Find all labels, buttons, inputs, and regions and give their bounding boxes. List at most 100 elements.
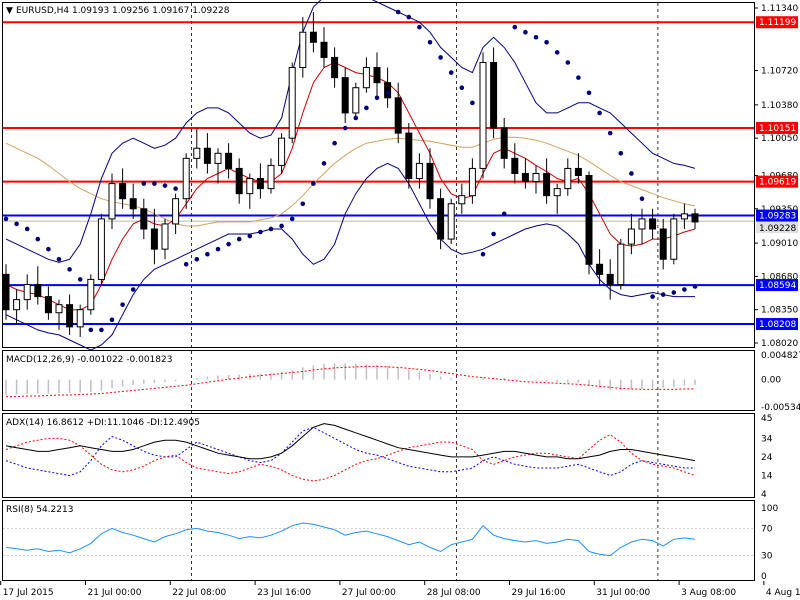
psar-dot xyxy=(56,256,62,262)
psar-dot xyxy=(205,251,210,257)
rsi-tick-label: 0 xyxy=(761,572,767,582)
level-label-box xyxy=(756,318,798,331)
candle-body-bull xyxy=(55,304,63,314)
price-panel[interactable] xyxy=(2,0,754,351)
candle-body-bear xyxy=(585,175,593,265)
candle-body-bull xyxy=(415,162,423,180)
candle xyxy=(76,304,84,337)
candle xyxy=(225,143,233,179)
candle-body-bull xyxy=(670,218,678,260)
psar-dot xyxy=(46,246,51,252)
psar-dot xyxy=(586,90,592,96)
adx-tick-label: 14 xyxy=(761,471,773,481)
candle xyxy=(172,193,180,235)
rsi-line xyxy=(5,522,696,557)
adx-tick-label: 45 xyxy=(761,414,772,424)
candle xyxy=(468,158,476,204)
candle xyxy=(606,259,614,300)
ma-slow-line xyxy=(5,136,696,227)
candle xyxy=(352,82,360,118)
candle xyxy=(299,17,307,78)
candle xyxy=(140,198,148,240)
candle-body-bull xyxy=(299,31,307,69)
candle-body-bull xyxy=(479,61,487,169)
psar-dot xyxy=(544,40,549,45)
candle xyxy=(278,133,286,174)
psar-dot xyxy=(130,287,136,292)
rsi-panel[interactable] xyxy=(3,522,754,557)
candle-body-bull xyxy=(13,299,21,311)
candle xyxy=(203,133,211,174)
candle-body-bull xyxy=(108,183,116,220)
psar-dot xyxy=(258,229,263,235)
psar-dot xyxy=(692,284,698,289)
psar-dot xyxy=(660,292,666,297)
candle-body-bear xyxy=(574,167,582,177)
time-tick-label: 22 Jul 08:00 xyxy=(172,588,226,598)
candle xyxy=(437,188,445,250)
time-tick-label: 23 Jul 16:00 xyxy=(257,588,311,598)
psar-dot xyxy=(279,223,284,229)
price-tick-label: 1.10380 xyxy=(761,101,798,111)
level-label: 1.10151 xyxy=(759,124,796,134)
psar-dot xyxy=(607,130,613,136)
candle-body-bear xyxy=(659,228,667,260)
rsi-label: RSI(8) 54.2213 xyxy=(6,505,73,515)
candle xyxy=(585,171,593,275)
candle-body-bear xyxy=(140,208,148,230)
candle-body-bear xyxy=(256,178,264,190)
psar-dot xyxy=(289,216,295,222)
candle xyxy=(193,128,201,169)
candle-body-bear xyxy=(309,31,317,43)
candle xyxy=(161,218,169,260)
psar-dot xyxy=(523,29,528,35)
candle-body-bull xyxy=(172,198,180,225)
adx-panel[interactable] xyxy=(5,423,696,482)
rsi-panel-frame xyxy=(2,500,755,581)
candle xyxy=(23,274,31,310)
psar-dot xyxy=(459,85,465,91)
candle xyxy=(447,198,455,245)
candle-body-bear xyxy=(426,162,434,200)
psar-dot xyxy=(374,95,380,101)
time-tick-label: 4 Aug 16:00 xyxy=(766,588,800,598)
candle xyxy=(511,143,519,184)
candle-body-bull xyxy=(617,243,625,285)
candle-body-bear xyxy=(203,147,211,164)
psar-dot xyxy=(364,105,369,111)
candle xyxy=(384,67,392,108)
candle-body-bull xyxy=(638,218,646,230)
candle-body-bull xyxy=(288,67,296,139)
psar-dot xyxy=(162,183,168,188)
psar-dot xyxy=(417,24,422,30)
candle-body-bull xyxy=(627,228,635,245)
bollinger-lower-band xyxy=(5,162,695,351)
psar-dot xyxy=(247,233,253,239)
candle xyxy=(373,52,381,98)
level-label: 1.09283 xyxy=(759,212,796,222)
candle-body-bear xyxy=(691,213,699,223)
time-tick-label: 28 Jul 08:00 xyxy=(427,588,481,598)
psar-dot xyxy=(427,40,433,45)
candle-body-bull xyxy=(214,152,222,164)
candle xyxy=(362,57,370,93)
current-price-label: 1.09228 xyxy=(759,224,796,234)
candle xyxy=(331,47,339,88)
candle xyxy=(214,148,222,184)
psar-dot xyxy=(512,24,518,30)
candle-body-bear xyxy=(44,296,52,314)
candle-body-bear xyxy=(225,152,233,169)
psar-dot xyxy=(226,241,231,247)
candle xyxy=(426,148,434,209)
candle-body-bull xyxy=(246,178,254,195)
candle-body-bull xyxy=(182,157,190,200)
price-tick-label: 1.08350 xyxy=(761,306,798,316)
psar-dot xyxy=(533,34,539,40)
psar-dot xyxy=(480,251,486,257)
psar-dot xyxy=(332,140,337,146)
candle xyxy=(415,153,423,189)
macd-panel[interactable] xyxy=(5,363,696,398)
price-tick-label: 1.10720 xyxy=(761,67,798,77)
psar-dot xyxy=(395,9,401,15)
